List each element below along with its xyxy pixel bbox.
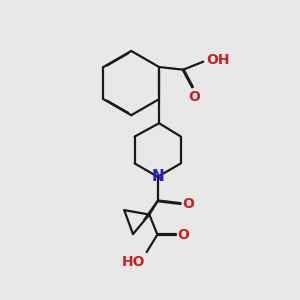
Text: O: O [188,90,200,104]
Text: N: N [152,169,164,184]
Text: O: O [182,196,194,211]
Text: OH: OH [206,53,230,67]
Text: O: O [178,228,189,242]
Text: HO: HO [122,255,145,269]
